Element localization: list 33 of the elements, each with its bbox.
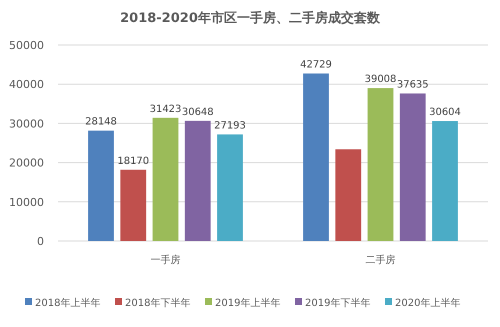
chart-title: 2018-2020年市区一手房、二手房成交套数 (120, 10, 381, 26)
y-tick-label: 0 (37, 235, 44, 248)
y-tick-label: 50000 (9, 39, 44, 52)
data-label: 31423 (150, 104, 182, 115)
bar (88, 130, 114, 241)
bar (400, 93, 426, 241)
x-tick-label: 一手房 (150, 254, 180, 266)
y-tick-label: 20000 (9, 156, 44, 170)
y-tick-label: 30000 (9, 117, 44, 130)
bar (152, 118, 178, 241)
data-label: 37635 (396, 79, 429, 90)
y-tick-label: 40000 (9, 78, 44, 92)
bar (184, 120, 211, 241)
legend-label: 2019年下半年 (305, 297, 370, 309)
data-label: 30648 (182, 106, 214, 118)
data-label: 28148 (85, 116, 117, 128)
data-label: 42729 (300, 60, 332, 70)
bar (303, 74, 329, 241)
legend-label: 2020年上半年 (395, 297, 460, 309)
bar (217, 134, 243, 241)
x-tick-label: 二手房 (366, 254, 396, 266)
data-label: 39008 (364, 74, 396, 86)
bar (335, 149, 362, 241)
data-label: 18170 (117, 156, 150, 167)
legend-label: 2019年上半年 (215, 297, 280, 309)
legend-label: 2018年下半年 (125, 297, 190, 309)
bar (368, 88, 394, 241)
bar (432, 121, 458, 241)
bar (120, 170, 146, 241)
legend-label: 2018年上半年 (35, 297, 100, 309)
data-label: 27193 (214, 120, 246, 132)
data-label: 30604 (429, 107, 461, 118)
y-tick-label: 10000 (9, 196, 44, 209)
